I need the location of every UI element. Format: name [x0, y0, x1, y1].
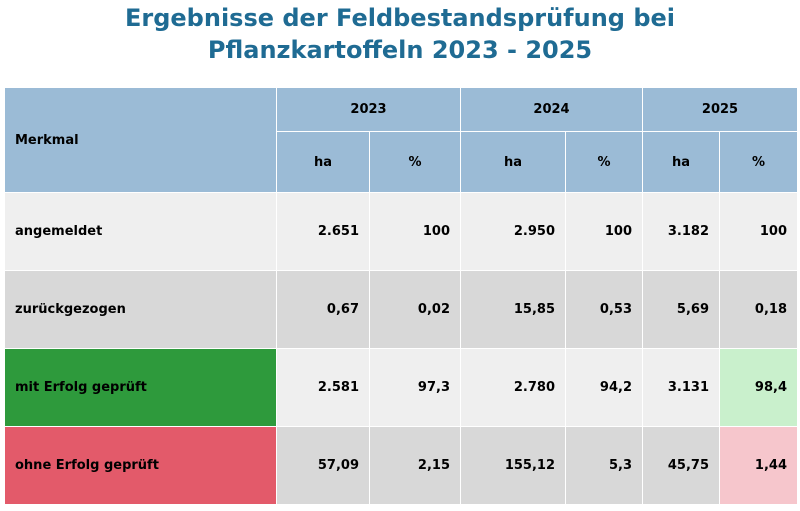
- row-label-failure: ohne Erfolg geprüft: [4, 426, 277, 505]
- row-label: angemeldet: [4, 192, 277, 271]
- unit-header-percent: %: [369, 131, 461, 193]
- header-row-units: ha % ha % ha %: [5, 131, 798, 193]
- year-header-2025: 2025: [642, 87, 798, 132]
- table-cell: 45,75: [642, 426, 720, 505]
- highlight-cell-success: 98,4: [719, 348, 798, 427]
- title-line-1: Ergebnisse der Feldbestandsprüfung bei: [124, 4, 676, 32]
- table-cell: 57,09: [276, 426, 370, 505]
- table-cell: 2.780: [460, 348, 566, 427]
- highlight-cell-failure: 1,44: [719, 426, 798, 505]
- table-cell: 2.950: [460, 192, 566, 271]
- table-cell: 5,3: [565, 426, 643, 505]
- table-cell: 0,02: [369, 270, 461, 349]
- table-cell: 15,85: [460, 270, 566, 349]
- merkmal-header: Merkmal: [4, 87, 277, 193]
- table-cell: 155,12: [460, 426, 566, 505]
- year-header-2024: 2024: [460, 87, 643, 132]
- table-cell: 100: [369, 192, 461, 271]
- table-row: ohne Erfolg geprüft 57,09 2,15 155,12 5,…: [4, 426, 798, 505]
- table-cell: 0,18: [719, 270, 798, 349]
- table-cell: 97,3: [369, 348, 461, 427]
- row-label-success: mit Erfolg geprüft: [4, 348, 277, 427]
- unit-header-ha: ha: [276, 131, 370, 193]
- table-cell: 100: [565, 192, 643, 271]
- table-cell: 3.131: [642, 348, 720, 427]
- table-cell: 2.581: [276, 348, 370, 427]
- year-header-2023: 2023: [276, 87, 461, 132]
- title-line-2: Pflanzkartoffeln 2023 - 2025: [207, 36, 593, 64]
- unit-header-percent: %: [565, 131, 643, 193]
- table-cell: 100: [719, 192, 798, 271]
- unit-header-ha: ha: [460, 131, 566, 193]
- results-table: Merkmal 2023 2024 2025 ha % ha % ha % an…: [4, 87, 798, 505]
- unit-header-percent: %: [719, 131, 798, 193]
- header-row-years: Merkmal 2023 2024 2025: [4, 87, 798, 193]
- page-title: Ergebnisse der Feldbestandsprüfung bei P…: [0, 2, 800, 66]
- table-row: mit Erfolg geprüft 2.581 97,3 2.780 94,2…: [4, 348, 798, 427]
- table-cell: 0,67: [276, 270, 370, 349]
- table-cell: 3.182: [642, 192, 720, 271]
- table-row: zurückgezogen 0,67 0,02 15,85 0,53 5,69 …: [4, 270, 798, 349]
- row-label: zurückgezogen: [4, 270, 277, 349]
- table-cell: 5,69: [642, 270, 720, 349]
- table-cell: 2,15: [369, 426, 461, 505]
- table-cell: 0,53: [565, 270, 643, 349]
- table-cell: 94,2: [565, 348, 643, 427]
- unit-header-ha: ha: [642, 131, 720, 193]
- table-row: angemeldet 2.651 100 2.950 100 3.182 100: [4, 192, 798, 271]
- table-cell: 2.651: [276, 192, 370, 271]
